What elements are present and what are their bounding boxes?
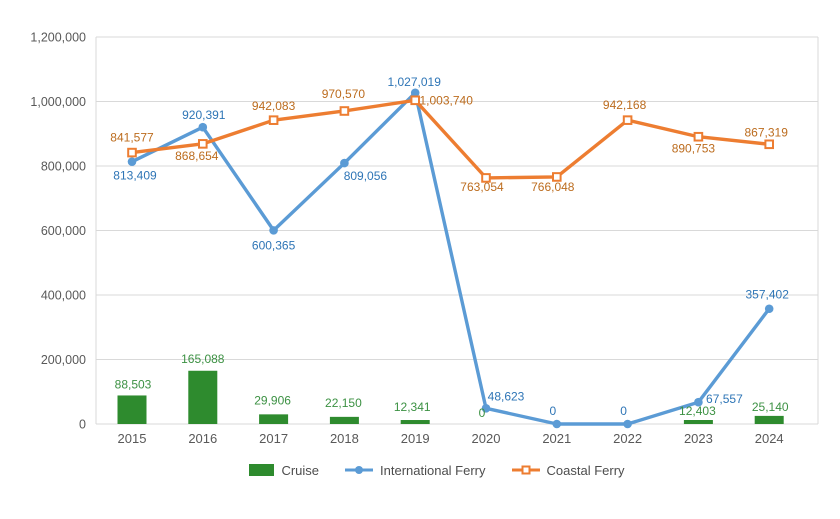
data-label: 809,056 <box>344 169 388 183</box>
data-label: 890,753 <box>672 142 716 156</box>
square-marker <box>410 95 420 106</box>
data-label: 942,083 <box>252 99 296 113</box>
x-axis-labels: 2015 2016 2017 2018 2019 2020 2021 2022 2023 2024 <box>118 431 784 446</box>
y-tick-label: 200,000 <box>41 353 86 367</box>
x-tick-label: 2023 <box>684 431 713 446</box>
chart-legend: Cruise International Ferry Coastal Ferry <box>0 460 840 480</box>
cruise-bar <box>188 370 218 424</box>
cruise-bar <box>683 420 713 424</box>
data-label: 29,906 <box>254 393 291 407</box>
square-marker <box>693 131 704 142</box>
legend-circle-marker <box>355 466 364 474</box>
x-tick-label: 2019 <box>401 431 430 446</box>
legend-item-international-ferry: International Ferry <box>345 463 486 478</box>
data-label: 0 <box>549 404 556 418</box>
legend-square-marker <box>521 465 531 475</box>
data-label: 600,365 <box>252 238 296 252</box>
circle-marker <box>764 304 774 314</box>
data-label: 1,003,740 <box>420 93 474 107</box>
data-label: 813,409 <box>113 169 157 183</box>
circle-marker <box>127 157 137 166</box>
square-marker <box>552 172 562 182</box>
data-label: 88,503 <box>115 377 152 391</box>
x-tick-label: 2020 <box>472 431 501 446</box>
cruise-swatch-icon <box>249 464 275 476</box>
circle-marker <box>340 158 349 168</box>
data-label: 868,654 <box>175 149 219 163</box>
x-tick-label: 2018 <box>330 431 359 446</box>
data-label: 0 <box>479 406 486 420</box>
international-ferry-line-path <box>130 91 771 426</box>
legend-label-cruise: Cruise <box>281 462 320 478</box>
data-label: 22,150 <box>325 396 362 410</box>
legend-label-coastal-ferry: Coastal Ferry <box>546 462 625 478</box>
x-tick-label: 2017 <box>259 431 288 446</box>
coastal-ferry-line <box>127 95 775 183</box>
y-tick-label: 600,000 <box>41 224 86 238</box>
data-label: 942,168 <box>603 98 647 112</box>
data-label: 67,557 <box>706 392 743 406</box>
legend-item-cruise: Cruise <box>249 463 319 478</box>
y-tick-label: 400,000 <box>41 289 86 303</box>
square-marker <box>764 139 775 150</box>
data-label: 165,088 <box>181 352 225 366</box>
x-tick-label: 2022 <box>613 431 642 446</box>
data-label: 12,403 <box>679 404 716 418</box>
y-tick-label: 800,000 <box>41 160 86 174</box>
data-label: 0 <box>620 404 627 418</box>
x-tick-label: 2024 <box>755 431 784 446</box>
cruise-bar <box>117 395 147 424</box>
data-label: 841,577 <box>110 131 154 145</box>
cruise-bars <box>117 370 784 424</box>
x-tick-label: 2016 <box>188 431 217 446</box>
circle-marker <box>694 397 703 407</box>
y-tick-label: 0 <box>79 418 86 432</box>
data-label: 357,402 <box>746 288 790 302</box>
circle-marker <box>410 88 420 98</box>
gridlines <box>95 36 819 425</box>
square-marker <box>339 106 350 116</box>
legend-item-coastal-ferry: Coastal Ferry <box>511 462 625 478</box>
square-marker <box>622 115 633 125</box>
x-tick-label: 2021 <box>542 431 571 446</box>
coastal-ferry-swatch-icon <box>511 464 540 476</box>
circle-marker <box>198 122 208 132</box>
square-marker <box>481 173 491 183</box>
circle-marker <box>481 404 491 413</box>
data-label: 48,623 <box>488 389 525 403</box>
y-tick-label: 1,000,000 <box>30 95 86 109</box>
data-label: 970,570 <box>322 87 366 101</box>
international-ferry-swatch-icon <box>345 464 374 476</box>
circle-marker <box>552 419 562 429</box>
coastal-ferry-line-path <box>130 98 771 180</box>
square-marker <box>268 115 279 125</box>
data-label: 920,391 <box>182 108 226 122</box>
y-tick-label: 1,200,000 <box>30 31 86 45</box>
data-label: 1,027,019 <box>388 75 442 89</box>
data-label: 766,048 <box>531 180 575 194</box>
y-axis-labels: 0 200,000 400,000 600,000 800,000 1,000,000 1,… <box>30 31 86 432</box>
data-label: 12,341 <box>394 400 431 414</box>
data-label: 867,319 <box>745 125 789 139</box>
legend-label-international-ferry: International Ferry <box>380 462 486 478</box>
data-label: 25,140 <box>752 400 789 414</box>
circle-marker <box>623 419 632 429</box>
cruise-bar <box>400 420 430 424</box>
cruise-bar <box>259 414 289 424</box>
square-marker <box>127 147 137 158</box>
cruise-bar <box>754 415 784 424</box>
cruise-bar <box>329 416 359 424</box>
international-ferry-line <box>127 88 774 429</box>
data-label: 763,054 <box>460 180 504 194</box>
circle-marker <box>269 226 278 235</box>
x-tick-label: 2015 <box>118 431 147 446</box>
square-marker <box>198 139 208 149</box>
data-labels: 88,503 165,088 29,906 22,150 12,341 0 12,403 25… <box>110 75 789 420</box>
